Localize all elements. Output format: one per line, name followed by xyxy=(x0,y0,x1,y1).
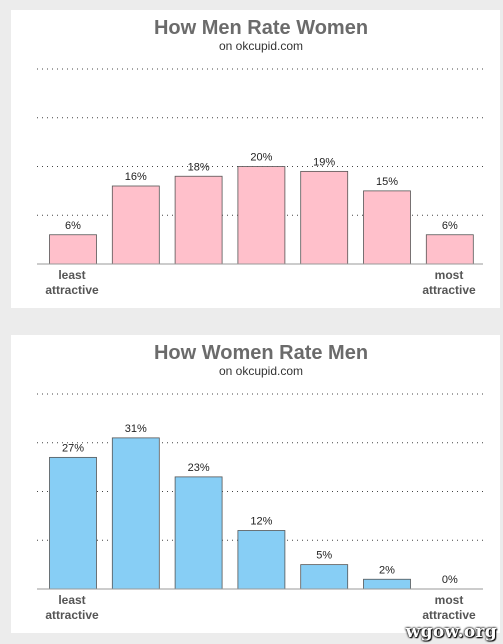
x-end-label-least-line2: attractive xyxy=(45,283,99,297)
x-end-label-most-line2: attractive xyxy=(422,283,476,297)
data-label-1: 6% xyxy=(65,220,81,232)
chart-men-rate-women: How Men Rate Women on okcupid.com 6% 16% 1… xyxy=(37,17,483,297)
chart-women-rate-men: How Women Rate Men on okcupid.com 27% 31%… xyxy=(37,342,483,622)
chart-panel-men-rate-women: How Men Rate Women on okcupid.com 6% 16% 1… xyxy=(11,10,500,308)
bar-6 xyxy=(363,578,411,590)
chart-title: How Men Rate Women xyxy=(154,17,368,39)
bar-1 xyxy=(49,234,97,265)
x-end-label-least-line1: least xyxy=(58,593,85,607)
x-end-label-most-line1: most xyxy=(435,268,464,282)
bar-5 xyxy=(300,170,349,265)
bar-4 xyxy=(237,530,286,590)
data-label-3: 23% xyxy=(188,462,210,474)
bar-5 xyxy=(300,564,349,590)
chart-subtitle: on okcupid.com xyxy=(219,364,303,378)
x-end-label-least-line2: attractive xyxy=(45,608,99,622)
data-label-3: 18% xyxy=(188,161,210,173)
x-end-label-most-line2: attractive xyxy=(422,608,476,622)
bar-3 xyxy=(174,476,223,590)
bar-4 xyxy=(237,166,286,265)
watermark: wgow.org xyxy=(405,622,497,642)
data-label-7: 0% xyxy=(442,574,458,586)
chart-subtitle: on okcupid.com xyxy=(219,39,303,53)
data-label-5: 19% xyxy=(313,156,335,168)
data-label-7: 6% xyxy=(442,220,458,232)
bar-6 xyxy=(363,190,411,265)
bar-3 xyxy=(174,175,223,265)
bar-2 xyxy=(111,185,160,265)
data-label-1: 27% xyxy=(62,442,84,454)
data-label-4: 20% xyxy=(250,152,272,164)
data-label-4: 12% xyxy=(250,516,272,528)
bar-7 xyxy=(425,234,474,265)
data-label-6: 2% xyxy=(379,564,395,576)
bar-1 xyxy=(49,456,97,590)
data-label-2: 31% xyxy=(125,423,147,435)
data-label-6: 15% xyxy=(376,176,398,188)
chart-title: How Women Rate Men xyxy=(154,342,368,364)
x-end-label-most-line1: most xyxy=(435,593,464,607)
chart-panel-women-rate-men: How Women Rate Men on okcupid.com 27% 31%… xyxy=(11,335,500,633)
x-end-label-least-line1: least xyxy=(58,268,85,282)
data-label-2: 16% xyxy=(125,171,147,183)
bar-2 xyxy=(111,437,160,590)
data-label-5: 5% xyxy=(316,550,332,562)
